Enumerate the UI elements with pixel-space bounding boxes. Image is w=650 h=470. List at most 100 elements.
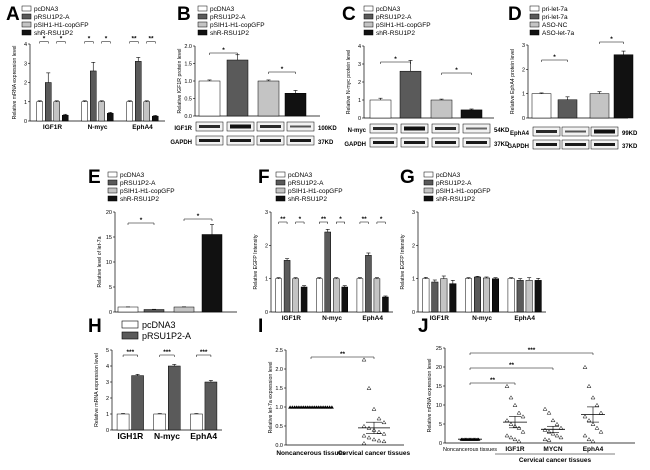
panel-label-e: E bbox=[88, 167, 101, 188]
bar bbox=[422, 278, 430, 313]
y-tick-label: 2.5 bbox=[275, 348, 283, 354]
data-point bbox=[361, 423, 367, 428]
y-axis-label: Relative N-myc protein level bbox=[346, 50, 352, 115]
significance-label: * bbox=[610, 36, 613, 43]
y-tick-label: 25 bbox=[436, 346, 442, 352]
y-tick-label: 5 bbox=[439, 422, 442, 428]
data-point bbox=[381, 439, 387, 444]
chart-h-legend: pcDNA3 pRSU1P2-A bbox=[121, 320, 191, 341]
blot-band bbox=[373, 141, 394, 144]
bar bbox=[81, 101, 88, 122]
blot-band bbox=[199, 139, 220, 142]
bar bbox=[90, 70, 97, 122]
significance-label: * bbox=[553, 54, 556, 61]
blot-band bbox=[594, 143, 615, 146]
bar bbox=[365, 255, 372, 313]
bar bbox=[53, 101, 60, 122]
data-point bbox=[558, 425, 564, 430]
legend-swatch bbox=[21, 29, 32, 36]
data-point bbox=[361, 433, 367, 438]
legend-label: pSIH1-H1-copGFP bbox=[34, 22, 89, 29]
y-axis-label: Relative EphA4 protein level bbox=[510, 49, 516, 114]
bar bbox=[62, 114, 69, 122]
chart-f-legend: pcDNA3 pRSU1P2-A pSIH1-H1-copGFP shR-RSU… bbox=[275, 171, 343, 203]
data-point bbox=[366, 435, 372, 440]
chart-a: 0 1 2 3 4 Relative mRNA expression level IGF1R… bbox=[12, 36, 165, 131]
bar bbox=[449, 283, 457, 313]
y-tick-label: 3 bbox=[522, 43, 525, 49]
panel-label-h: H bbox=[88, 316, 102, 337]
data-point bbox=[504, 383, 510, 388]
y-tick-label: 0 bbox=[265, 310, 268, 316]
significance-label: * bbox=[140, 217, 143, 224]
legend-label: pRSU1P2-A bbox=[142, 331, 191, 341]
blot-band bbox=[290, 125, 311, 128]
data-point bbox=[329, 405, 334, 409]
bar bbox=[356, 278, 364, 313]
significance-label: *** bbox=[200, 349, 208, 356]
legend-label: ASO-let-7a bbox=[542, 30, 575, 37]
y-tick-label: 2 bbox=[24, 81, 27, 87]
blot-band bbox=[536, 143, 557, 146]
panel-label-c: C bbox=[342, 4, 356, 25]
legend-label: pSIH1-H1-copGFP bbox=[288, 188, 343, 195]
significance-label: * bbox=[88, 36, 91, 43]
panel-label-a: A bbox=[6, 4, 20, 25]
significance-label: ** bbox=[280, 216, 286, 223]
y-tick-label: 0 bbox=[109, 310, 112, 316]
y-tick-label: 10 bbox=[436, 403, 442, 409]
data-point bbox=[376, 429, 382, 434]
bar bbox=[153, 413, 166, 431]
blot-size-label: 37KD bbox=[622, 144, 638, 150]
data-point bbox=[508, 395, 514, 400]
bar bbox=[257, 80, 280, 117]
y-tick-label: 15 bbox=[436, 384, 442, 390]
significance-label: *** bbox=[528, 347, 536, 354]
x-tick-label: EphA4 bbox=[190, 431, 217, 441]
bar bbox=[226, 59, 249, 117]
chart-f: 0 1 2 3 Relative EGFP Intensity IGF1R N-myc Eph… bbox=[253, 210, 393, 322]
chart-b-legend: pcDNA3 pRSU1P2-A pSIH1-H1-copGFP shR-RSU… bbox=[197, 5, 265, 37]
data-point bbox=[582, 433, 588, 438]
data-point bbox=[520, 429, 526, 434]
blot-band bbox=[230, 124, 251, 129]
data-point bbox=[546, 410, 552, 415]
legend-label: pRSU1P2-A bbox=[210, 14, 246, 21]
significance-label: * bbox=[380, 216, 383, 223]
y-tick-label: 0 bbox=[358, 116, 361, 122]
bar bbox=[152, 115, 159, 122]
bar bbox=[613, 54, 634, 119]
significance-label: * bbox=[43, 36, 46, 43]
x-tick-label: EphA4 bbox=[583, 446, 604, 453]
significance-label: * bbox=[339, 216, 342, 223]
x-tick-label: EphA4 bbox=[362, 315, 383, 322]
y-tick-label: 5 bbox=[106, 348, 109, 354]
significance-label: *** bbox=[163, 349, 171, 356]
y-tick-label: 1.0 bbox=[275, 405, 283, 411]
x-tick-label: IGF1R bbox=[505, 446, 524, 453]
legend-label: shR-RSU1P2 bbox=[34, 30, 73, 37]
data-point bbox=[546, 437, 552, 442]
significance-label: *** bbox=[127, 349, 135, 356]
chart-g: 0 1 2 3 Relative EGFP Intensity IGF1R N-myc Eph… bbox=[400, 210, 546, 322]
significance-label: ** bbox=[131, 36, 137, 43]
y-tick-label: 2.0 bbox=[275, 367, 283, 373]
blot-band bbox=[435, 141, 456, 144]
legend-swatch bbox=[363, 13, 374, 20]
bar bbox=[516, 280, 524, 313]
significance-label: * bbox=[60, 36, 63, 43]
panel-label-j: J bbox=[418, 316, 429, 337]
x-tick-label: EphA4 bbox=[514, 315, 535, 322]
data-point bbox=[590, 439, 596, 443]
legend-swatch bbox=[363, 21, 374, 28]
legend-label: pri-let-7a bbox=[542, 14, 568, 21]
y-tick-label: 3 bbox=[24, 61, 27, 67]
y-tick-label: 1 bbox=[522, 92, 525, 98]
legend-swatch bbox=[275, 179, 286, 186]
y-tick-label: 20 bbox=[106, 210, 112, 216]
legend-swatch bbox=[529, 13, 540, 20]
panel-label-d: D bbox=[508, 4, 522, 25]
panel-label-i: I bbox=[258, 316, 263, 337]
y-tick-label: 1.5 bbox=[275, 386, 283, 392]
blot-protein-label: EphA4 bbox=[510, 131, 530, 137]
